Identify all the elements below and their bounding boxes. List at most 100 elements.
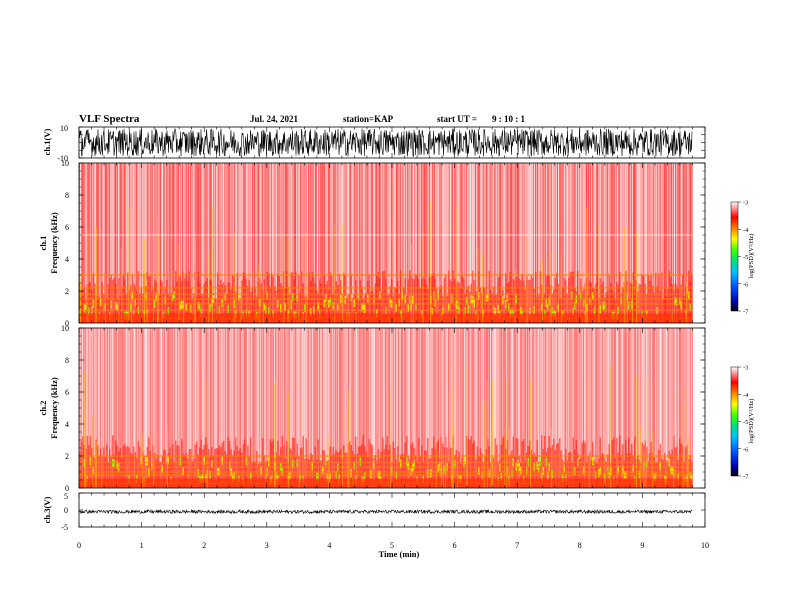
spec-column bbox=[569, 163, 570, 323]
spec-column bbox=[173, 328, 174, 488]
spec-column bbox=[581, 328, 582, 488]
spec-lowband bbox=[175, 440, 177, 488]
spec-column bbox=[294, 163, 295, 323]
spec-yellow bbox=[478, 292, 480, 301]
spec-column bbox=[553, 163, 554, 323]
spec-column bbox=[219, 163, 220, 323]
spec-gap bbox=[126, 328, 127, 488]
spec-lowband bbox=[355, 280, 357, 323]
spec-column bbox=[309, 163, 310, 323]
spec-column bbox=[465, 328, 466, 488]
spec-yellow bbox=[337, 303, 339, 312]
spec-column bbox=[614, 328, 615, 488]
spec-gap bbox=[529, 163, 531, 323]
spec-column bbox=[97, 163, 98, 323]
spec-column bbox=[455, 328, 456, 488]
spec-column bbox=[488, 328, 489, 488]
spec-gap bbox=[409, 163, 411, 323]
spec-column bbox=[588, 163, 589, 323]
spec-column bbox=[254, 328, 255, 488]
spec-column bbox=[90, 163, 91, 323]
spec-column bbox=[611, 163, 612, 323]
spec-column bbox=[438, 328, 439, 488]
spec-yellow bbox=[200, 308, 202, 317]
spec-column bbox=[427, 328, 428, 488]
spec-sferic bbox=[84, 371, 85, 488]
spec-sferic bbox=[490, 418, 492, 488]
spec-lowband bbox=[565, 280, 567, 323]
spec-lowband bbox=[553, 289, 555, 323]
spec-column bbox=[295, 328, 296, 488]
spec-gap bbox=[236, 328, 238, 488]
spec-column bbox=[186, 328, 187, 488]
spec-lowband bbox=[226, 292, 228, 323]
spec-gap bbox=[637, 163, 639, 323]
spec-gap bbox=[380, 163, 382, 323]
spec-sferic bbox=[206, 379, 208, 488]
spec-column bbox=[515, 163, 516, 323]
spec-column bbox=[677, 163, 678, 323]
spec-lowband bbox=[347, 294, 349, 323]
ch1-ylabel: ch.1(V) bbox=[42, 128, 52, 155]
spec-lowband bbox=[208, 448, 210, 488]
spec-column bbox=[244, 328, 245, 488]
spec-lowband bbox=[319, 460, 321, 488]
spec-lowband bbox=[382, 271, 384, 323]
spec-column bbox=[527, 163, 528, 323]
spec-sferic bbox=[526, 235, 528, 323]
spec-column bbox=[344, 163, 345, 323]
spec-column bbox=[309, 328, 310, 488]
spec-column bbox=[398, 328, 399, 488]
spec-column bbox=[159, 163, 160, 323]
spec-column bbox=[499, 163, 500, 323]
spec-column bbox=[467, 163, 468, 323]
spec-column bbox=[281, 163, 282, 323]
spec-column bbox=[529, 163, 530, 323]
spec-lowband bbox=[140, 288, 142, 323]
spec-column bbox=[268, 328, 269, 488]
spec-column bbox=[653, 328, 654, 488]
spec-column bbox=[183, 163, 184, 323]
spec-column bbox=[169, 163, 170, 323]
spec-column bbox=[575, 163, 576, 323]
spec-yellow bbox=[448, 303, 450, 312]
spec-column bbox=[623, 328, 624, 488]
ch2-spectrogram-marks bbox=[79, 328, 693, 488]
spec-column bbox=[293, 163, 294, 323]
spec-column bbox=[330, 163, 331, 323]
spec-column bbox=[612, 163, 613, 323]
spec-lowband bbox=[196, 441, 198, 488]
spec-yellow bbox=[265, 474, 267, 483]
spec-column bbox=[505, 328, 506, 488]
spec-gap bbox=[533, 163, 535, 323]
spec-sferic bbox=[598, 224, 600, 323]
spec-yellow bbox=[145, 292, 147, 301]
spec-lowband bbox=[344, 452, 346, 488]
spec-gap bbox=[650, 328, 652, 488]
spec-column bbox=[233, 163, 234, 323]
spec-column bbox=[437, 163, 438, 323]
spec-column bbox=[264, 163, 265, 323]
spec-sferic bbox=[144, 239, 145, 323]
spec-lowband bbox=[269, 439, 271, 488]
spec-yellow bbox=[89, 456, 91, 465]
spec-column bbox=[574, 163, 575, 323]
spec-column bbox=[433, 163, 434, 323]
spec-sferic bbox=[466, 435, 468, 488]
spec-column bbox=[580, 163, 581, 323]
spec-column bbox=[462, 328, 463, 488]
spec-column bbox=[497, 163, 498, 323]
spec-lowband bbox=[172, 444, 174, 488]
spec-column bbox=[529, 328, 530, 488]
spec-column bbox=[167, 328, 168, 488]
spec-column bbox=[151, 328, 152, 488]
spec-yellow bbox=[679, 296, 681, 305]
spec-column bbox=[99, 328, 100, 488]
spec-column bbox=[418, 328, 419, 488]
spec-column bbox=[290, 328, 291, 488]
spec-column bbox=[107, 163, 108, 323]
spec-column bbox=[384, 328, 385, 488]
spec-column bbox=[185, 328, 186, 488]
spec-column bbox=[378, 328, 379, 488]
spec-column bbox=[277, 163, 278, 323]
